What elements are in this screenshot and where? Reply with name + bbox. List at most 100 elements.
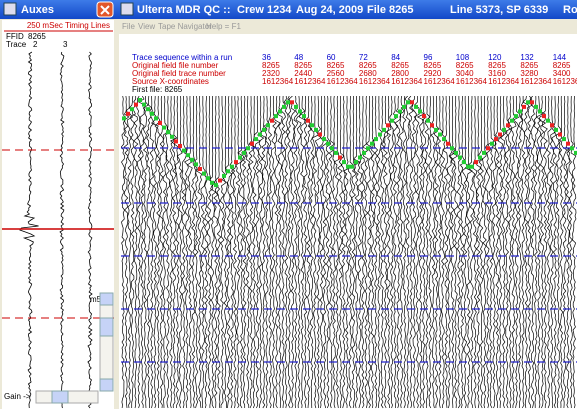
pick-marker	[170, 134, 174, 139]
seismic-trace	[283, 96, 289, 409]
title-part: Line 5373, SP 6339	[450, 4, 548, 16]
pick-marker	[506, 123, 510, 128]
pick-marker	[550, 123, 554, 128]
seismic-trace	[207, 96, 214, 408]
header-value: 1612364	[520, 77, 552, 86]
pick-marker	[294, 104, 298, 109]
pick-marker	[358, 155, 362, 160]
seismic-trace	[351, 96, 357, 409]
pick-marker	[378, 132, 382, 137]
seismic-trace	[311, 96, 319, 409]
pick-marker	[386, 123, 390, 128]
header-value: 3400	[553, 69, 571, 78]
seismic-trace	[257, 96, 265, 409]
seismic-trace	[150, 96, 159, 409]
scroll-label: m5	[90, 295, 102, 304]
header-value: 8265	[327, 61, 345, 70]
header-value: 3280	[520, 69, 538, 78]
pick-marker	[470, 164, 474, 169]
pick-marker	[438, 132, 442, 137]
pick-marker	[414, 104, 418, 109]
pick-marker	[302, 114, 306, 119]
pick-marker	[570, 146, 574, 151]
seismic-trace	[442, 96, 449, 409]
close-icon	[100, 5, 110, 15]
ffid-value: 8265	[28, 32, 46, 41]
seismic-trace	[519, 96, 526, 409]
scroll-down[interactable]	[99, 378, 114, 392]
header-value: 2800	[391, 69, 409, 78]
menu-item: File	[122, 22, 135, 31]
seismic-trace	[154, 96, 161, 409]
pick-marker	[458, 155, 462, 160]
header-value: 1612364	[359, 77, 391, 86]
aux-panel	[2, 20, 114, 409]
trace-number: 3	[63, 40, 68, 49]
header-value: 8265	[262, 61, 280, 70]
pick-marker	[350, 164, 354, 169]
header-value: 132	[520, 53, 534, 62]
pick-marker	[390, 118, 394, 123]
pick-marker	[510, 118, 514, 123]
seismic-trace	[333, 96, 341, 409]
header-value: 8265	[488, 61, 506, 70]
seismic-trace	[309, 96, 315, 409]
vertical-scrollbar[interactable]	[99, 292, 114, 392]
header-value: 3160	[488, 69, 506, 78]
pick-marker	[410, 100, 414, 105]
header-value: 8265	[294, 61, 312, 70]
pick-marker	[222, 173, 226, 178]
header-value: 8265	[520, 61, 538, 70]
pick-marker	[338, 155, 342, 160]
title-part: Aug 24, 2009	[296, 4, 363, 16]
pick-marker	[254, 137, 258, 142]
pick-marker	[186, 153, 190, 158]
title-part: Ulterra MDR QC ::	[137, 4, 231, 16]
seismic-trace	[270, 96, 277, 409]
pick-marker	[546, 118, 550, 123]
seismic-trace	[517, 96, 524, 409]
header-value: 2680	[359, 69, 377, 78]
seismic-trace	[128, 96, 136, 408]
pick-marker	[282, 104, 286, 109]
header-value: 1612364	[456, 77, 488, 86]
pick-marker	[558, 132, 562, 137]
pick-marker	[462, 160, 466, 165]
seismic-trace	[181, 96, 188, 409]
seismic-trace	[389, 96, 395, 409]
seismic-trace	[464, 96, 473, 408]
pick-marker	[154, 116, 158, 121]
aux-trace	[19, 51, 39, 409]
seismic-trace	[325, 96, 332, 409]
seismic-trace	[219, 96, 226, 409]
pick-marker	[306, 118, 310, 123]
seismic-trace	[413, 96, 420, 409]
main-titlebar	[117, 0, 577, 19]
pick-marker	[482, 150, 486, 155]
pick-marker	[478, 155, 482, 160]
gain-thumb[interactable]	[51, 390, 69, 404]
pick-marker	[554, 127, 558, 132]
header-value: 108	[456, 53, 470, 62]
pick-marker	[562, 137, 566, 142]
pick-marker	[194, 162, 198, 167]
pick-marker	[430, 123, 434, 128]
seismic-trace	[533, 96, 538, 408]
pick-marker	[290, 100, 294, 105]
seismic-trace	[507, 96, 513, 409]
pick-marker	[150, 111, 154, 116]
scroll-up[interactable]	[99, 292, 114, 306]
aux-title: Auxes	[21, 4, 54, 16]
header-value: 144	[553, 53, 567, 62]
seismic-trace	[529, 96, 535, 409]
header-value: 2920	[424, 69, 442, 78]
pick-marker	[526, 100, 530, 105]
header-value: 48	[294, 53, 303, 62]
pick-marker	[158, 121, 162, 125]
pick-marker	[530, 100, 534, 105]
pick-marker	[434, 127, 438, 132]
scroll-thumb[interactable]	[99, 317, 114, 337]
pick-marker	[314, 127, 318, 132]
header-value: 1612364	[262, 77, 294, 86]
pick-marker	[166, 130, 170, 135]
